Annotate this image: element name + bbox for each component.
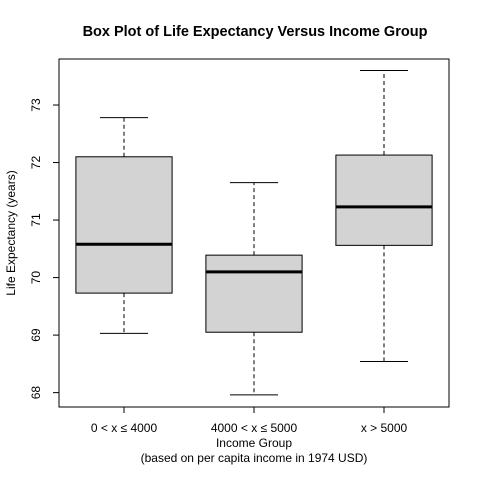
y-tick-label: 71 bbox=[29, 213, 43, 227]
y-axis-label: Life Expectancy (years) bbox=[4, 170, 18, 295]
y-tick-label: 72 bbox=[29, 156, 43, 170]
box-iqr bbox=[206, 255, 302, 332]
x-tick-label: 4000 < x ≤ 5000 bbox=[211, 421, 298, 435]
box-iqr bbox=[336, 155, 432, 245]
y-tick-label: 73 bbox=[29, 98, 43, 112]
x-axis-sublabel: (based on per capita income in 1974 USD) bbox=[141, 451, 368, 465]
y-tick-label: 69 bbox=[29, 328, 43, 342]
chart-title: Box Plot of Life Expectancy Versus Incom… bbox=[83, 24, 428, 40]
box-iqr bbox=[76, 157, 172, 293]
x-tick-label: 0 < x ≤ 4000 bbox=[91, 421, 158, 435]
x-tick-label: x > 5000 bbox=[361, 421, 408, 435]
y-tick-label: 70 bbox=[29, 271, 43, 285]
y-tick-label: 68 bbox=[29, 386, 43, 400]
x-axis-label: Income Group bbox=[216, 436, 292, 450]
